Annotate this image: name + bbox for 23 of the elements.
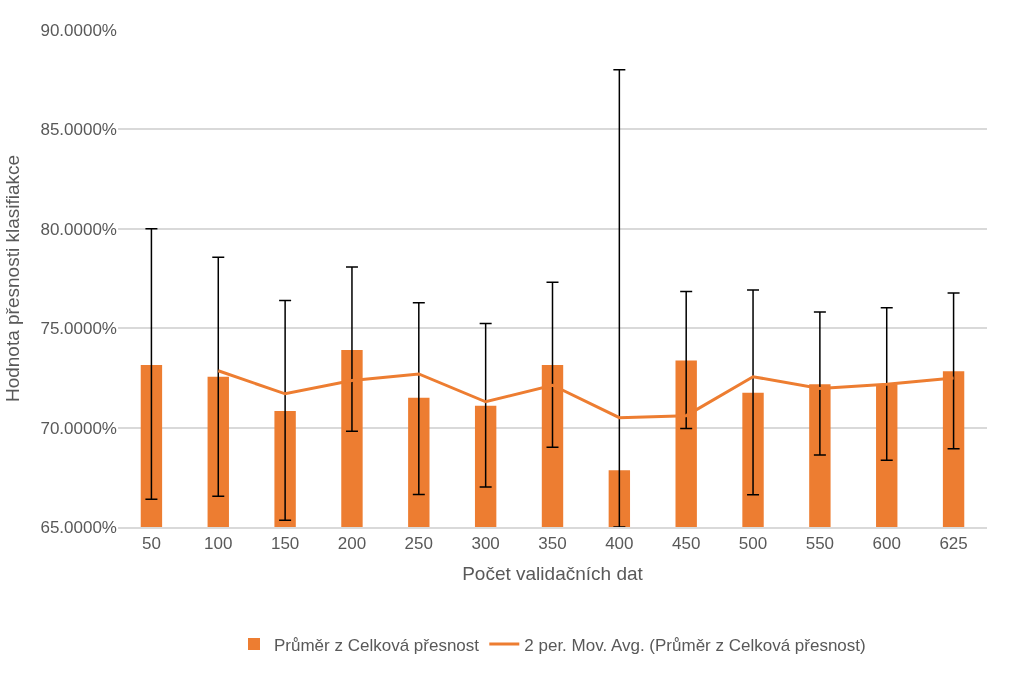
- y-tick-label: 85.0000%: [40, 120, 117, 140]
- x-tick-label: 300: [471, 534, 500, 554]
- x-tick-label: 250: [404, 534, 433, 554]
- x-tick-label: 50: [141, 534, 161, 554]
- x-tick-label: 450: [672, 534, 701, 554]
- x-tick-label: 500: [738, 534, 768, 554]
- y-tick-label: 90.0000%: [40, 20, 117, 40]
- x-tick-label: 100: [204, 534, 233, 554]
- legend-label: Průměr z Celková přesnost: [274, 635, 480, 655]
- x-tick-label: 350: [538, 534, 567, 554]
- x-axis-title: Počet validačních dat: [462, 563, 644, 585]
- legend-label: 2 per. Mov. Avg. (Průměr z Celková přesnost): [524, 635, 866, 655]
- y-tick-label: 65.0000%: [40, 517, 117, 537]
- x-tick-label: 550: [805, 534, 835, 554]
- x-tick-label: 625: [939, 534, 968, 554]
- x-tick-label: 600: [872, 534, 901, 554]
- x-tick-label: 200: [337, 534, 367, 554]
- y-tick-label: 80.0000%: [40, 219, 117, 239]
- x-tick-label: 150: [270, 534, 300, 554]
- y-tick-label: 70.0000%: [40, 418, 117, 438]
- y-tick-label: 75.0000%: [40, 319, 117, 339]
- y-axis-title: Hodnota přesnosti klasifiakce: [2, 154, 24, 403]
- x-tick-label: 400: [605, 534, 634, 554]
